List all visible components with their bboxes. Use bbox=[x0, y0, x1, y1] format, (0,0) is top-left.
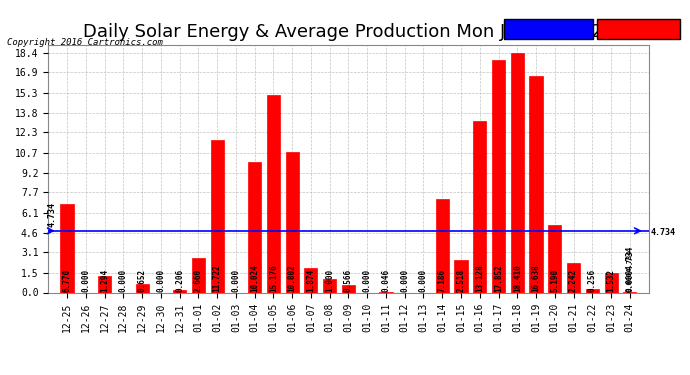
Bar bbox=[473, 122, 486, 292]
Text: 15.176: 15.176 bbox=[269, 264, 278, 292]
Text: 16.638: 16.638 bbox=[531, 264, 540, 292]
Text: 0.0004.734: 0.0004.734 bbox=[625, 246, 634, 292]
Bar bbox=[604, 273, 618, 292]
Title: Daily Solar Energy & Average Production Mon Jan 25 16:27: Daily Solar Energy & Average Production … bbox=[83, 22, 614, 40]
Text: Average  (kWh): Average (kWh) bbox=[511, 25, 586, 34]
Text: 18.410: 18.410 bbox=[513, 264, 522, 292]
Bar bbox=[286, 152, 299, 292]
Text: 6.770: 6.770 bbox=[63, 269, 72, 292]
Bar bbox=[549, 225, 562, 292]
Text: 11.722: 11.722 bbox=[213, 264, 221, 292]
Text: Copyright 2016 Cartronics.com: Copyright 2016 Cartronics.com bbox=[7, 38, 163, 47]
Text: 2.518: 2.518 bbox=[457, 269, 466, 292]
Text: 0.000: 0.000 bbox=[157, 269, 166, 292]
Text: 4.734: 4.734 bbox=[651, 228, 676, 237]
Text: 0.000: 0.000 bbox=[119, 269, 128, 292]
Bar bbox=[567, 263, 580, 292]
Bar bbox=[135, 284, 148, 292]
Text: 17.852: 17.852 bbox=[494, 264, 503, 292]
Bar bbox=[173, 290, 186, 292]
Bar bbox=[529, 76, 542, 292]
Text: 0.256: 0.256 bbox=[588, 269, 597, 292]
Text: 10.024: 10.024 bbox=[250, 264, 259, 292]
Text: 1.874: 1.874 bbox=[306, 269, 315, 292]
Text: 5.190: 5.190 bbox=[551, 269, 560, 292]
Bar bbox=[267, 95, 280, 292]
Text: 0.000: 0.000 bbox=[363, 269, 372, 292]
Text: 0.000: 0.000 bbox=[81, 269, 90, 292]
Bar bbox=[492, 60, 505, 292]
Text: 2.660: 2.660 bbox=[194, 269, 203, 292]
Bar bbox=[511, 53, 524, 292]
Bar bbox=[248, 162, 262, 292]
Bar bbox=[342, 285, 355, 292]
Text: 7.186: 7.186 bbox=[437, 269, 446, 292]
Text: 0.0004.734: 0.0004.734 bbox=[627, 249, 633, 292]
Bar bbox=[210, 140, 224, 292]
Text: 0.000: 0.000 bbox=[419, 269, 428, 292]
Bar bbox=[435, 199, 448, 292]
Text: 13.128: 13.128 bbox=[475, 264, 484, 292]
Text: 2.242: 2.242 bbox=[569, 269, 578, 292]
Text: 10.802: 10.802 bbox=[288, 264, 297, 292]
Text: 1.294: 1.294 bbox=[100, 269, 109, 292]
Text: 1.532: 1.532 bbox=[607, 269, 615, 292]
Text: 0.046: 0.046 bbox=[382, 269, 391, 292]
Bar bbox=[586, 289, 599, 292]
Text: 0.566: 0.566 bbox=[344, 269, 353, 292]
Text: Daily  (kWh): Daily (kWh) bbox=[606, 25, 671, 34]
Bar bbox=[192, 258, 205, 292]
Bar bbox=[61, 204, 74, 292]
Text: 1.000: 1.000 bbox=[325, 269, 334, 292]
Text: 4.734: 4.734 bbox=[48, 202, 57, 227]
Bar bbox=[304, 268, 317, 292]
Text: 0.000: 0.000 bbox=[231, 269, 240, 292]
Text: 0.000: 0.000 bbox=[400, 269, 409, 292]
Bar bbox=[323, 279, 336, 292]
Bar bbox=[455, 260, 468, 292]
Text: 0.206: 0.206 bbox=[175, 269, 184, 292]
Bar bbox=[98, 276, 111, 292]
Text: 0.652: 0.652 bbox=[137, 269, 146, 292]
